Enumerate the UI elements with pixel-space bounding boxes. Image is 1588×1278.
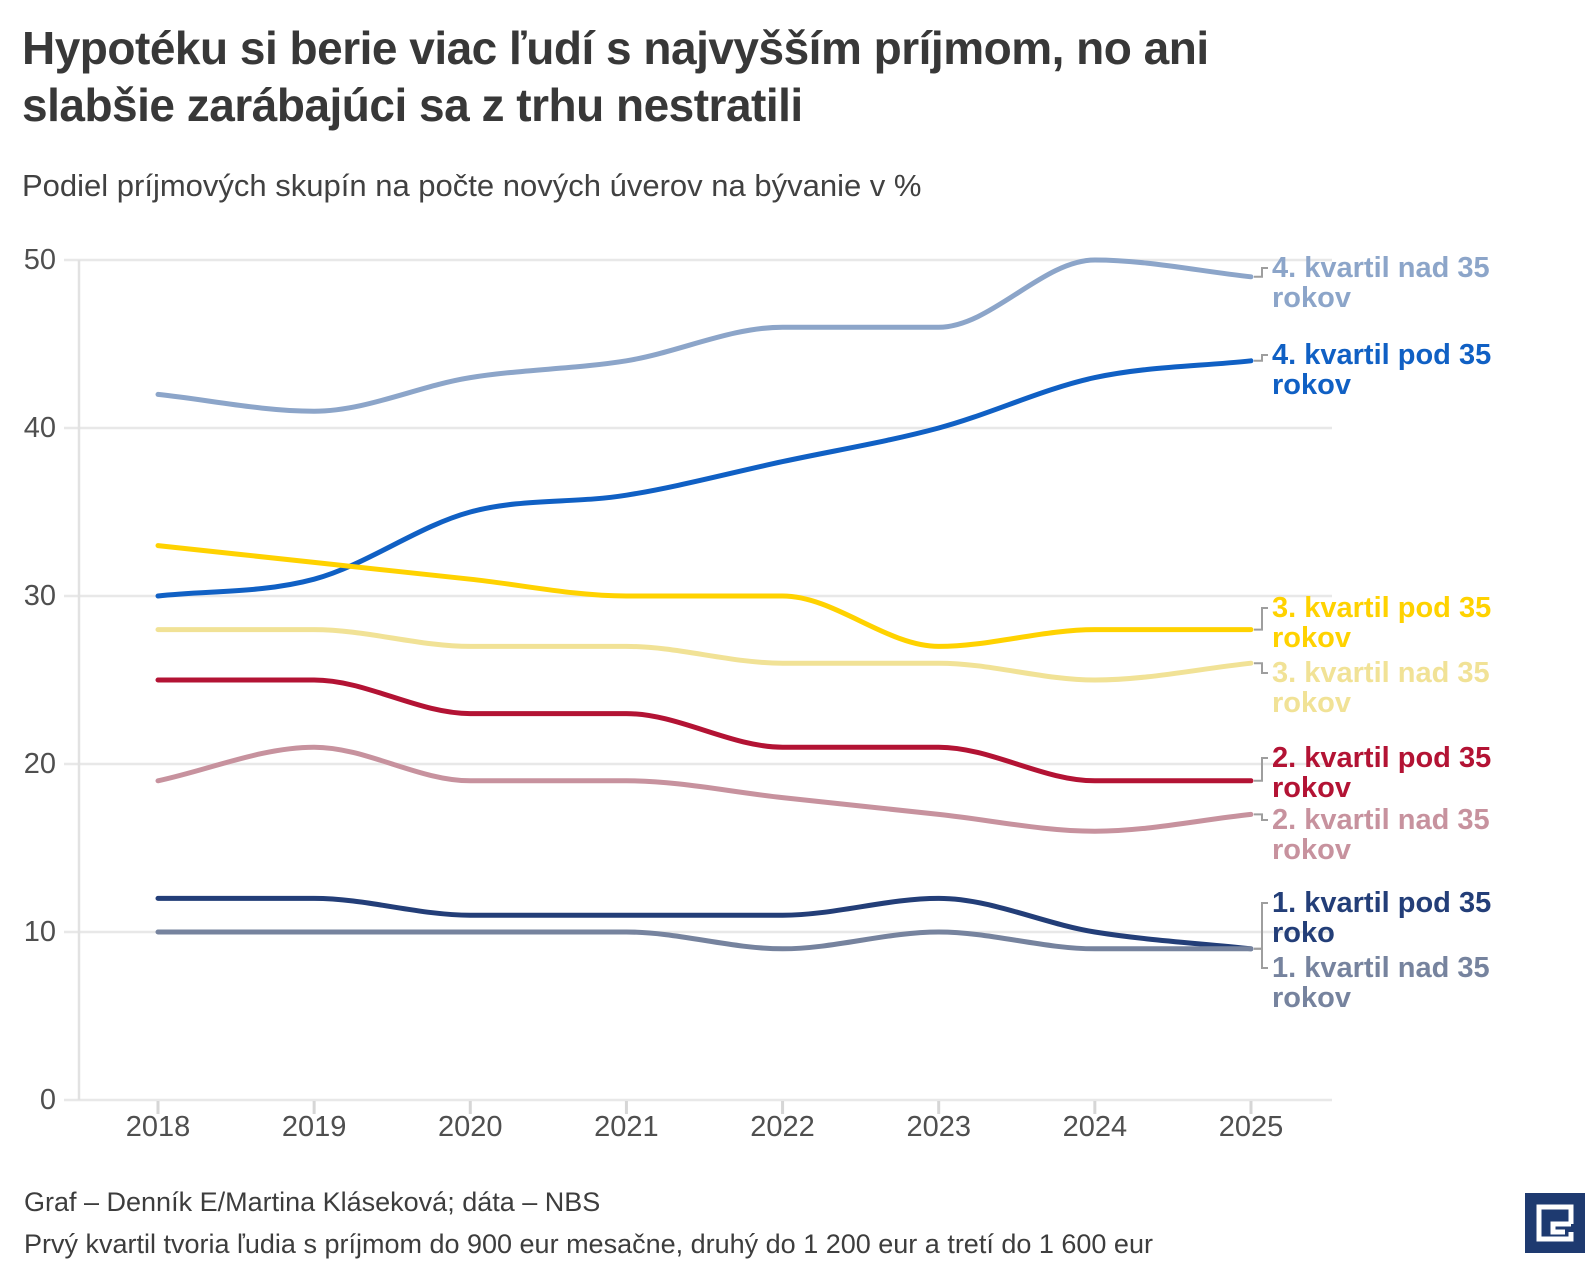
series-label-4-kvartil-nad-35-rokov: 4. kvartil nad 35 rokov bbox=[1272, 252, 1490, 314]
x-tick-label-2024: 2024 bbox=[1063, 1111, 1128, 1143]
label-connector-3-kvartil-pod-35-rokov bbox=[1254, 607, 1268, 631]
series-label-1-kvartil-pod-35-roko: 1. kvartil pod 35 roko bbox=[1272, 887, 1491, 949]
chart-title-line1: Hypotéku si berie viac ľudí s najvyšším … bbox=[22, 22, 1209, 74]
series-label-2-kvartil-nad-35-rokov: 2. kvartil nad 35 rokov bbox=[1272, 804, 1490, 866]
series-label-1-kvartil-nad-35-rokov: 1. kvartil nad 35 rokov bbox=[1272, 952, 1490, 1014]
chart-title-line2: slabšie zarábajúci sa z trhu nestratili bbox=[22, 79, 803, 132]
y-tick-label-10: 10 bbox=[24, 916, 56, 948]
line-chart-svg: 0 10 20 30 40 50 2018 2019 2020 2021 2022 2023 2024 2… bbox=[24, 244, 1491, 1143]
label-connector-4-kvartil-nad-35-rokov bbox=[1254, 267, 1268, 278]
label-connector-1-kvartil-nad-35-rokov bbox=[1254, 947, 1268, 969]
x-tick-label-2021: 2021 bbox=[594, 1111, 659, 1143]
label-connector-1-kvartil-pod-35-roko bbox=[1254, 902, 1268, 950]
series-label-3-kvartil-nad-35-rokov: 3. kvartil nad 35 rokov bbox=[1272, 657, 1490, 719]
dennik-e-logo bbox=[1525, 1193, 1585, 1253]
label-connector-3-kvartil-nad-35-rokov bbox=[1254, 662, 1268, 674]
x-tick-label-2023: 2023 bbox=[906, 1111, 971, 1143]
series-label-3-kvartil-pod-35-rokov: 3. kvartil pod 35 rokov bbox=[1272, 592, 1491, 654]
y-tick-label-40: 40 bbox=[24, 412, 56, 444]
series-line-2-kvartil-pod-35-rokov bbox=[155, 677, 1254, 784]
chart-subtitle: Podiel príjmových skupín na počte nových… bbox=[22, 168, 922, 203]
series-line-3-kvartil-pod-35-rokov bbox=[155, 543, 1254, 649]
x-tick-label-2019: 2019 bbox=[282, 1111, 347, 1143]
footnote-line: Prvý kvartil tvoria ľudia s príjmom do 9… bbox=[24, 1228, 1153, 1259]
x-tick-label-2022: 2022 bbox=[750, 1111, 815, 1143]
series-line-4-kvartil-pod-35-rokov bbox=[155, 358, 1254, 599]
y-tick-label-30: 30 bbox=[24, 580, 56, 612]
label-connector-4-kvartil-pod-35-rokov bbox=[1254, 354, 1268, 362]
x-tick-label-2025: 2025 bbox=[1219, 1111, 1284, 1143]
chart-title: Hypotéku si berie viac ľudí s najvyšším … bbox=[22, 20, 1562, 134]
label-connector-2-kvartil-nad-35-rokov bbox=[1254, 813, 1268, 821]
series-line-2-kvartil-nad-35-rokov bbox=[155, 744, 1254, 834]
series-line-1-kvartil-pod-35-roko bbox=[155, 895, 1254, 952]
x-tick-label-2018: 2018 bbox=[126, 1111, 191, 1143]
y-tick-label-50: 50 bbox=[24, 244, 56, 276]
series-label-2-kvartil-pod-35-rokov: 2. kvartil pod 35 rokov bbox=[1272, 742, 1491, 804]
y-tick-label-0: 0 bbox=[40, 1084, 56, 1116]
credit-line: Graf – Denník E/Martina Kláseková; dáta … bbox=[24, 1187, 601, 1217]
series-label-4-kvartil-pod-35-rokov: 4. kvartil pod 35 rokov bbox=[1272, 339, 1491, 401]
series-line-1-kvartil-nad-35-rokov bbox=[155, 929, 1254, 952]
series-line-3-kvartil-nad-35-rokov bbox=[155, 627, 1254, 683]
logo-e-midbar bbox=[1550, 1221, 1571, 1235]
line-chart: 0 10 20 30 40 50 2018 2019 2020 2021 2022 2023 2024 2… bbox=[0, 228, 1588, 1178]
dennik-e-logo-icon bbox=[1525, 1193, 1585, 1253]
y-tick-label-20: 20 bbox=[24, 748, 56, 780]
series-line-4-kvartil-nad-35-rokov bbox=[155, 257, 1254, 414]
logo-e-outline bbox=[1536, 1204, 1574, 1242]
x-tick-label-2020: 2020 bbox=[438, 1111, 503, 1143]
chart-footer: Graf – Denník E/Martina Kláseková; dáta … bbox=[24, 1182, 1444, 1266]
label-connector-2-kvartil-pod-35-rokov bbox=[1254, 757, 1268, 782]
